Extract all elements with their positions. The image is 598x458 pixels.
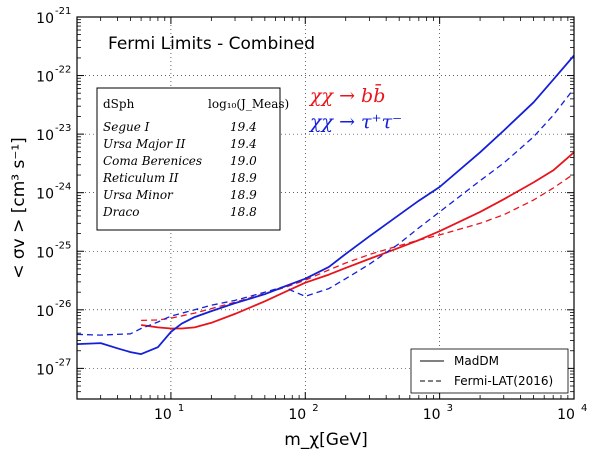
y-tick-label: 10 [36,11,54,27]
table-cell-logj: 18.9 [230,171,257,185]
table-cell-dsph: Coma Berenices [103,154,202,168]
table-cell-logj: 19.0 [230,154,257,168]
series-line-3-dashed [76,88,575,336]
x-tick-label-exponent: 1 [178,403,184,414]
x-tick-label: 10 [423,407,441,423]
dsph-table-frame [96,87,281,231]
y-tick-label-exponent: -23 [55,123,71,134]
x-tick-label-exponent: 3 [447,403,453,414]
dsph-table: dSph log₁₀(J_Meas) Segue I 19.4 Ursa Major… [96,87,289,231]
y-tick-label-exponent: -25 [55,240,71,251]
chart-title: Fermi Limits - Combined [108,34,315,54]
y-tick-label: 10 [36,304,54,320]
table-header-dsph: dSph [103,97,135,111]
table-header-logj: log₁₀(J_Meas) [208,97,289,111]
table-cell-logj: 18.8 [230,205,257,219]
y-axis-label: < σv > [cm³ s⁻¹] [9,137,29,279]
x-tick-label: 10 [557,407,575,423]
x-tick-label-exponent: 4 [581,403,587,414]
y-tick-label: 10 [36,362,54,378]
y-tick-label: 10 [36,70,54,86]
y-tick-label-exponent: -22 [55,65,71,76]
y-tick-label-exponent: -24 [55,182,71,193]
x-tick-label: 10 [288,407,306,423]
process-label-tautau: χχ → τ⁺τ⁻ [308,111,402,133]
y-tick-label-exponent: -26 [55,299,71,310]
table-cell-dsph: Draco [102,205,139,219]
y-tick-label-exponent: -21 [55,6,71,17]
y-tick-label: 10 [36,187,54,203]
table-cell-logj: 19.4 [230,137,257,151]
y-tick-label: 10 [36,128,54,144]
table-rows: Segue I 19.4 Ursa Major II 19.4 Coma Berenic… [102,120,257,219]
series-layer [76,54,575,356]
legend: MadDM Fermi-LAT(2016) [410,348,569,394]
table-cell-logj: 18.9 [230,188,257,202]
y-tick-label-exponent: -27 [55,357,71,368]
series-line-0-solid [140,151,575,330]
x-tick-label: 10 [154,407,172,423]
legend-label-maddm: MadDM [454,354,499,368]
series-line-1-dashed [141,173,575,322]
x-axis-label: m_χ[GeV] [284,430,367,450]
process-label-bb: χχ → bb̄ [308,83,385,107]
x-tick-label-exponent: 2 [312,403,318,414]
table-cell-dsph: Ursa Major II [103,137,186,151]
grid [77,17,575,399]
table-cell-dsph: Segue I [103,120,150,134]
legend-label-fermi: Fermi-LAT(2016) [454,374,553,388]
table-cell-logj: 19.4 [230,120,257,134]
y-tick-label: 10 [36,245,54,261]
plot-frame [76,16,575,400]
table-cell-dsph: Reticulum II [102,171,179,185]
legend-frame [410,348,569,394]
table-cell-dsph: Ursa Minor [103,188,174,202]
